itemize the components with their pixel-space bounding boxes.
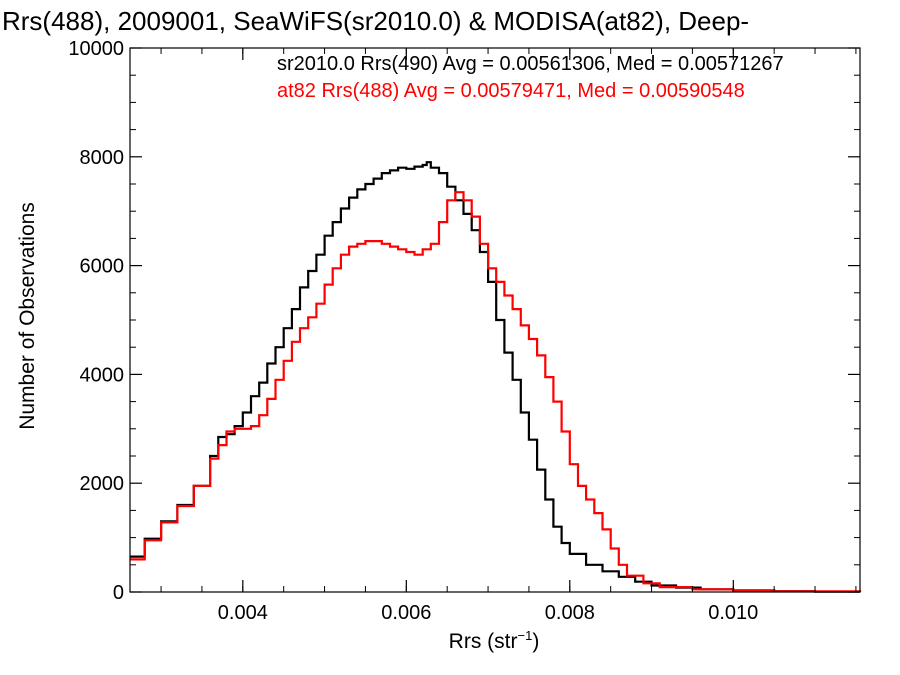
y-axis: 0 2000 4000 6000 8000 10000: [68, 38, 860, 604]
chart-title: Rrs(488), 2009001, SeaWiFS(sr2010.0) & M…: [2, 6, 749, 36]
x-axis-label-text: Rrs (str: [449, 630, 518, 653]
x-tick-label: 0.008: [545, 602, 595, 624]
y-axis-label: Number of Observations: [16, 202, 39, 430]
plot-frame: [129, 47, 861, 593]
y-tick-label: 10000: [68, 38, 124, 60]
x-axis: 0.004 0.006 0.008 0.010: [160, 48, 857, 624]
x-tick-label: 0.010: [708, 602, 758, 624]
y-tick-label: 8000: [80, 147, 125, 169]
x-tick-label: 0.004: [218, 602, 268, 624]
y-tick-label: 6000: [80, 256, 125, 278]
series-sr2010-line: [130, 161, 862, 593]
series-at82-line: [130, 191, 862, 593]
legend-entry-at82: at82 Rrs(488) Avg = 0.00579471, Med = 0.…: [277, 80, 745, 102]
x-axis-label-exponent: −1: [518, 628, 533, 643]
y-tick-label: 4000: [80, 364, 125, 386]
x-axis-label-close: ): [532, 630, 539, 653]
y-tick-label: 2000: [80, 473, 125, 495]
y-tick-label: 0: [113, 582, 124, 604]
series-layer: [130, 161, 862, 593]
legend-entry-sr2010: sr2010.0 Rrs(490) Avg = 0.00561306, Med …: [277, 53, 784, 75]
x-tick-label: 0.006: [381, 602, 431, 624]
x-axis-label: Rrs (str−1): [449, 628, 540, 653]
